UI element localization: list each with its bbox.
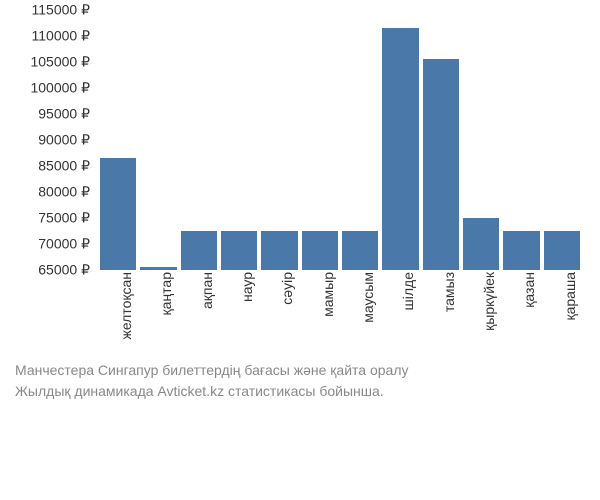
bar [181, 231, 217, 270]
chart-caption: Манчестера Сингапур билеттердің бағасы ж… [10, 360, 590, 402]
x-label: ақпан [199, 272, 215, 309]
y-tick: 90000 ₽ [38, 132, 90, 149]
y-tick: 95000 ₽ [38, 106, 90, 123]
x-label-wrap: маусым [342, 272, 378, 347]
x-label-wrap: қыркүйек [463, 272, 499, 347]
y-tick: 80000 ₽ [38, 184, 90, 201]
x-label-wrap: қазан [503, 272, 539, 347]
x-label: маусым [360, 272, 376, 323]
x-label-wrap: қаңтар [140, 272, 176, 347]
bar [382, 28, 418, 270]
bar [140, 267, 176, 270]
x-label: шілде [400, 272, 416, 310]
y-tick: 105000 ₽ [30, 54, 90, 71]
y-tick: 115000 ₽ [32, 2, 90, 19]
x-label-wrap: шілде [382, 272, 418, 347]
caption-line-2: Жылдық динамикада Avticket.kz статистика… [15, 381, 590, 402]
y-tick: 75000 ₽ [38, 210, 90, 227]
bar [100, 158, 136, 270]
x-label: қаңтар [158, 272, 174, 315]
bar [261, 231, 297, 270]
x-axis: желтоқсан қаңтар ақпан наур сәуір мамыр маусым… [100, 272, 580, 347]
x-label-wrap: желтоқсан [100, 272, 136, 347]
x-label: желтоқсан [118, 272, 134, 340]
x-label: мамыр [320, 272, 336, 317]
x-label: қыркүйек [481, 272, 497, 331]
bar [463, 218, 499, 270]
bar [221, 231, 257, 270]
y-tick: 100000 ₽ [30, 80, 90, 97]
x-label: сәуір [279, 272, 295, 305]
bar [302, 231, 338, 270]
y-tick: 110000 ₽ [32, 28, 90, 45]
x-label-wrap: наур [221, 272, 257, 347]
caption-line-1: Манчестера Сингапур билеттердің бағасы ж… [15, 360, 590, 381]
x-label: қараша [562, 272, 578, 321]
x-label-wrap: мамыр [302, 272, 338, 347]
x-label-wrap: қараша [544, 272, 580, 347]
bar [342, 231, 378, 270]
bar [423, 59, 459, 270]
bar [544, 231, 580, 270]
x-label: қазан [521, 272, 537, 308]
y-tick: 85000 ₽ [38, 158, 90, 175]
x-label-wrap: ақпан [181, 272, 217, 347]
bar [503, 231, 539, 270]
x-label-wrap: сәуір [261, 272, 297, 347]
plot-area [100, 10, 580, 270]
y-axis: 115000 ₽110000 ₽105000 ₽100000 ₽95000 ₽9… [10, 10, 95, 270]
x-label: тамыз [441, 272, 457, 312]
x-label-wrap: тамыз [423, 272, 459, 347]
y-tick: 70000 ₽ [38, 236, 90, 253]
price-chart: 115000 ₽110000 ₽105000 ₽100000 ₽95000 ₽9… [10, 10, 590, 350]
x-label: наур [239, 272, 255, 302]
y-tick: 65000 ₽ [38, 262, 90, 279]
